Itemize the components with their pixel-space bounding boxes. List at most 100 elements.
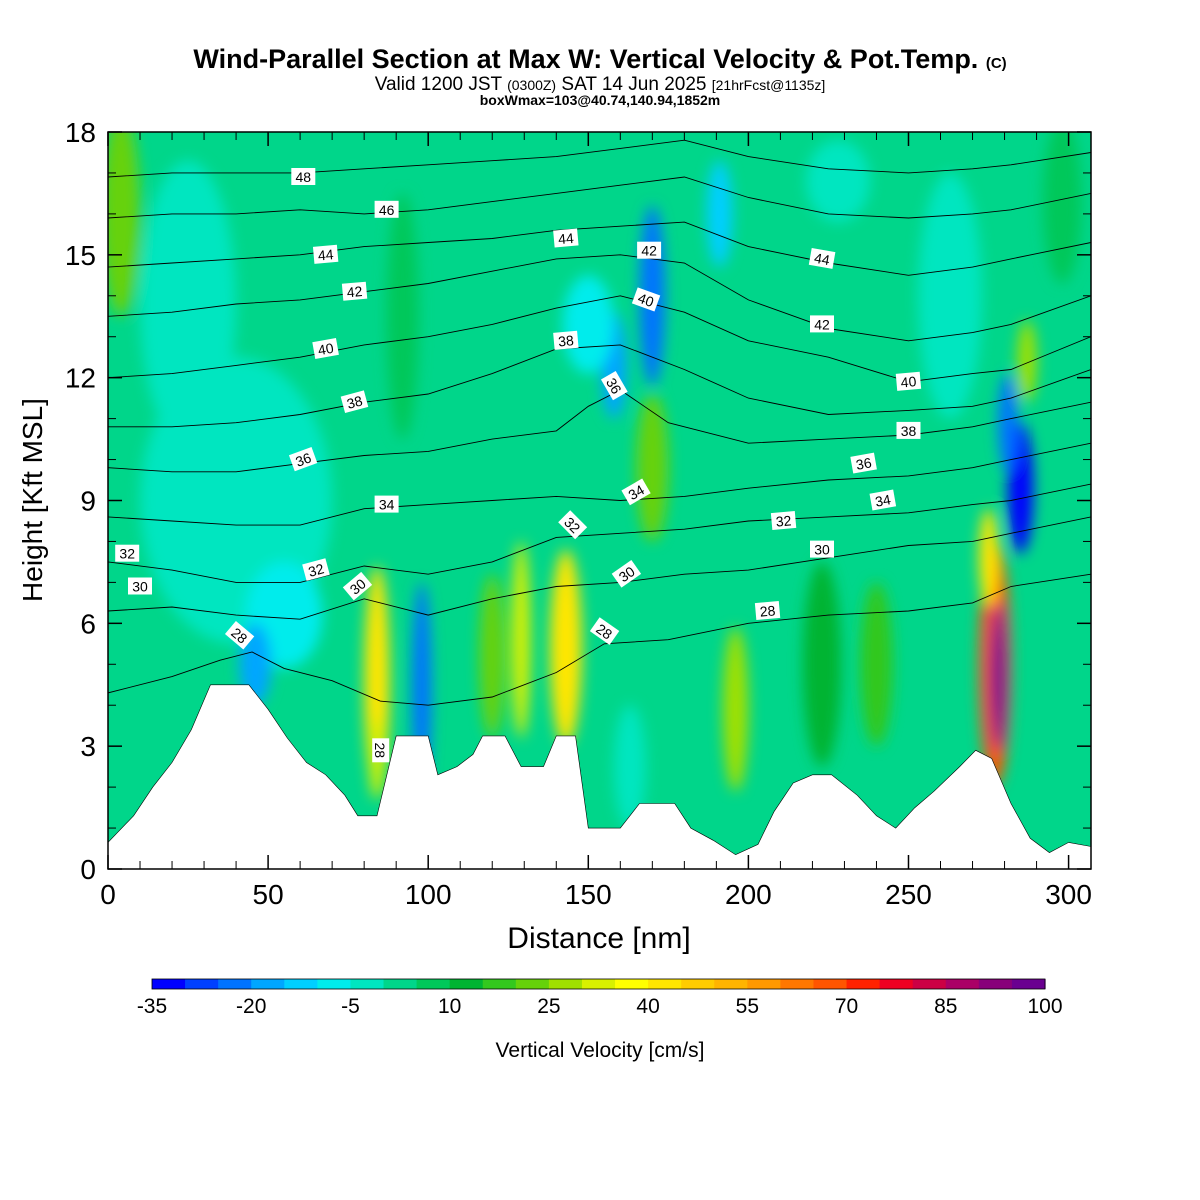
colorbar-tick-label: -35 [137,995,167,1018]
w-cell-5 [549,549,582,747]
colorbar-swatch [1011,979,1046,989]
colorbar-tick-label: 10 [438,995,461,1018]
colorbar-swatch [978,979,1013,989]
colorbar-tick-label: 55 [736,995,759,1018]
contour-label-bg [374,200,399,218]
contour-label-14: 44 [553,228,579,248]
contour-label-bg [374,495,399,513]
colorbar-tick-label: 40 [636,995,659,1018]
colorbar-swatch [185,979,219,989]
contour-label-bg [224,620,255,650]
colorbar-label: Vertical Velocity [cm/s] [496,1039,705,1062]
contour-label-29: 32 [770,510,797,531]
contour-label-text: 44 [317,246,334,263]
contour-label-bg [115,544,140,562]
x-tick-label: 300 [1045,879,1092,910]
contour-label-10: 28 [224,620,255,650]
contour-label-text: 38 [345,392,364,412]
w-cell-27 [918,172,983,419]
contour-label-9: 30 [342,571,373,601]
w-cell-12 [722,627,749,792]
contour-labels: 48 46 44 42 40 38 36 34 32 30 28 28 32 30 44 42 40 38 36 34… [115,168,922,763]
colorbar-swatch [317,979,352,989]
chart-subtitle: Valid 1200 JST (0300Z) SAT 14 Jun 2025 [… [0,74,1200,96]
contour-label-bg [312,244,339,264]
w-cell-17 [978,508,999,607]
contour-label-text: 32 [307,560,326,580]
contour-label-bg [558,510,588,540]
contour-label-text: 40 [900,373,917,390]
colorbar-swatch [945,979,980,989]
contour-label-bg [896,421,921,439]
contour-label-text: 40 [636,290,656,310]
contour-label-28: 34 [869,489,897,511]
contour-label-bg [288,447,318,472]
chart-title-text: Wind-Parallel Section at Max W: Vertical… [193,44,979,74]
y-axis-label: Height [Kft MSL] [17,398,48,602]
contour-label-23: 44 [808,247,836,269]
w-cell-11 [562,275,614,374]
w-cell-10 [706,160,733,268]
colorbar-swatch [615,979,649,989]
w-cell-7 [636,394,669,542]
theta-contour-32 [108,483,1091,583]
valid-time: Valid 1200 JST [374,74,502,95]
colorbar-swatch [747,979,781,989]
contour-label-3: 42 [341,281,368,301]
contour-label-text: 36 [293,449,313,469]
contour-label-bg [754,600,781,621]
contour-label-bg [600,371,628,401]
valid-date: SAT 14 Jun 2025 [561,74,707,95]
colorbar-swatch [383,979,418,989]
contour-label-text: 30 [814,542,830,558]
theta-contours [108,139,1091,706]
y-tick-label: 0 [80,854,96,885]
contour-label-13: 30 [128,577,152,595]
contour-label-20: 32 [558,510,588,540]
contour-label-bg [372,738,390,763]
y-tick-label: 9 [80,486,96,517]
w-cell-3 [479,574,506,738]
contour-label-bg [291,168,316,185]
contour-label-bg [341,281,368,301]
colorbar-swatch [648,979,682,989]
contour-label-12: 32 [115,544,140,562]
forecast-info: [21hrFcst@1135z] [711,77,826,93]
theta-contour-46 [108,176,1091,219]
colorbar-swatch [581,979,616,989]
colorbar-swatch [714,979,748,989]
contour-label-text: 36 [603,375,625,397]
contour-label-bg [637,241,662,259]
colorbar: -35 -20 -5 10 25 40 55 70 85 100 [137,978,1063,1018]
contour-label-11: 28 [372,738,390,763]
colorbar-swatch [251,979,285,989]
y-tick-label: 3 [80,731,96,762]
theta-contour-44 [108,221,1091,276]
plot-area: 48 46 44 42 40 38 36 34 32 30 28 28 32 30 44 42 40 38 36 34… [108,132,1091,869]
contour-label-text: 28 [372,743,388,759]
chart-title: Wind-Parallel Section at Max W: Vertical… [0,44,1200,75]
w-cell-22 [140,160,237,448]
contour-label-text: 40 [317,340,335,358]
contour-label-text: 38 [901,423,917,439]
contour-label-2: 44 [312,244,339,264]
colorbar-swatch [879,979,914,989]
contour-label-26: 38 [896,421,921,439]
colorbar-swatch [449,979,484,989]
theta-contour-40 [108,295,1091,383]
colorbar-swatch [846,979,881,989]
theta-contour-34 [108,442,1091,526]
contour-label-text: 48 [296,169,312,185]
contour-label-text: 34 [874,491,892,509]
contour-label-7: 34 [374,495,399,513]
contour-label-text: 32 [119,546,135,562]
contour-label-bg [340,390,369,414]
colorbar-tick-label: 85 [934,995,957,1018]
contour-label-text: 44 [813,250,831,268]
contour-label-6: 36 [288,447,318,472]
contour-label-bg [631,287,661,312]
contour-label-25: 40 [895,371,922,391]
contour-label-bg [869,489,897,511]
